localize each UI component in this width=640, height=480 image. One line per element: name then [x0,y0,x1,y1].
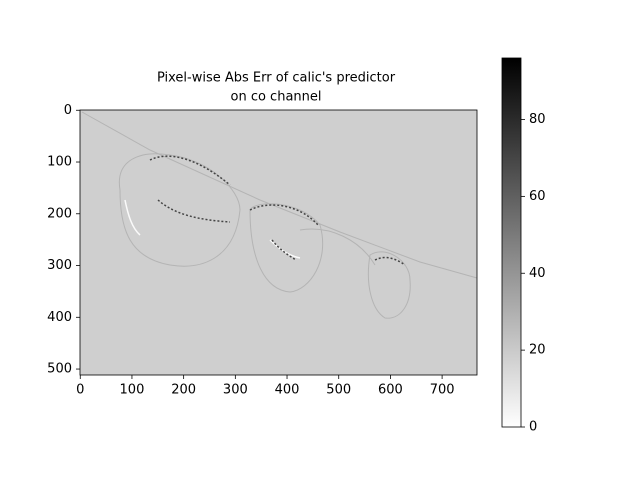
x-tick-label: 300 [223,383,248,398]
colorbar-tick-label: 40 [529,266,546,281]
y-tick-label: 400 [47,310,72,325]
x-tick-label: 200 [171,383,196,398]
error-image [80,110,478,375]
x-tick-label: 600 [378,383,403,398]
y-tick-label: 300 [47,258,72,273]
colorbar [501,57,522,428]
y-tick-label: 500 [47,362,72,377]
colorbar-tick-label: 80 [529,112,546,127]
y-tick-label: 0 [64,103,72,118]
image-edges [81,111,478,319]
x-tick-label: 400 [275,383,300,398]
x-tick-label: 500 [326,383,351,398]
y-tick-label: 200 [47,206,72,221]
chart-title: Pixel-wise Abs Err of calic's predictor [157,71,396,86]
colorbar-tick-label: 60 [529,189,546,204]
colorbar-tick-label: 20 [529,343,546,358]
x-tick-label: 0 [76,383,84,398]
image-edges-dark [149,155,406,266]
chart-title: on co channel [231,90,322,105]
x-tick-label: 100 [120,383,145,398]
colorbar-tick-label: 0 [529,420,537,435]
image-background [80,110,477,375]
x-tick-label: 700 [430,383,455,398]
axes-frame [79,109,478,376]
y-tick-label: 100 [47,155,72,170]
